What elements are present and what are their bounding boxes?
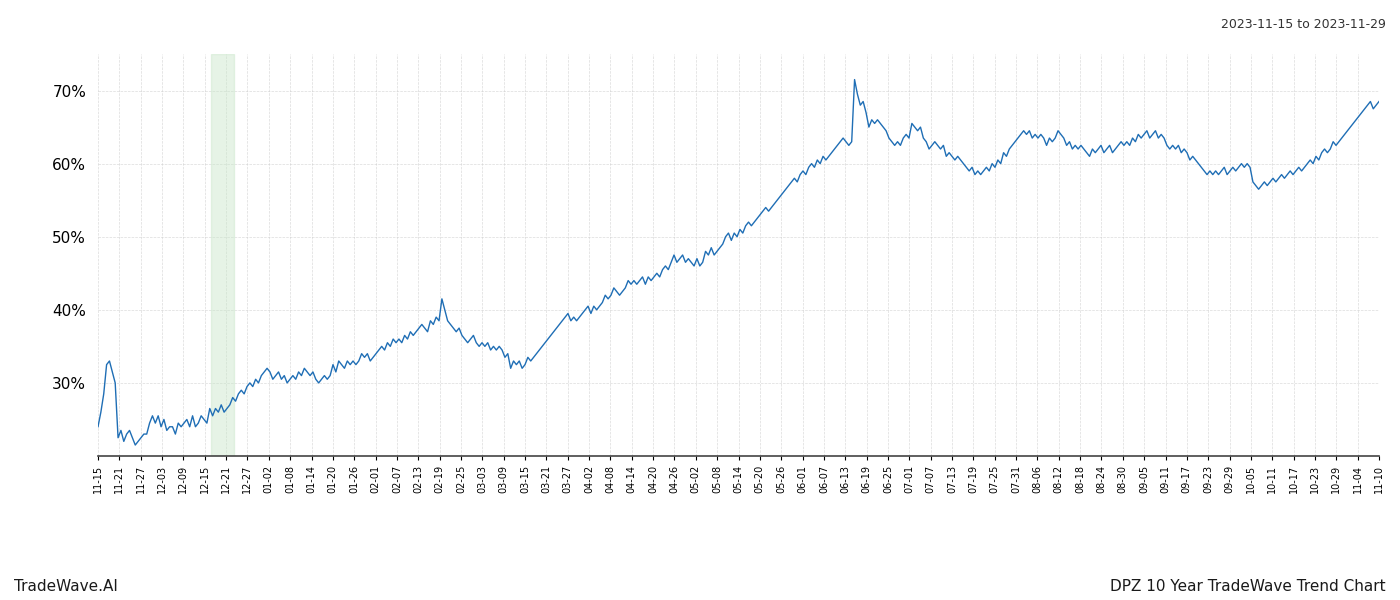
Bar <box>211 54 234 456</box>
Text: TradeWave.AI: TradeWave.AI <box>14 579 118 594</box>
Text: DPZ 10 Year TradeWave Trend Chart: DPZ 10 Year TradeWave Trend Chart <box>1110 579 1386 594</box>
Text: 2023-11-15 to 2023-11-29: 2023-11-15 to 2023-11-29 <box>1221 18 1386 31</box>
